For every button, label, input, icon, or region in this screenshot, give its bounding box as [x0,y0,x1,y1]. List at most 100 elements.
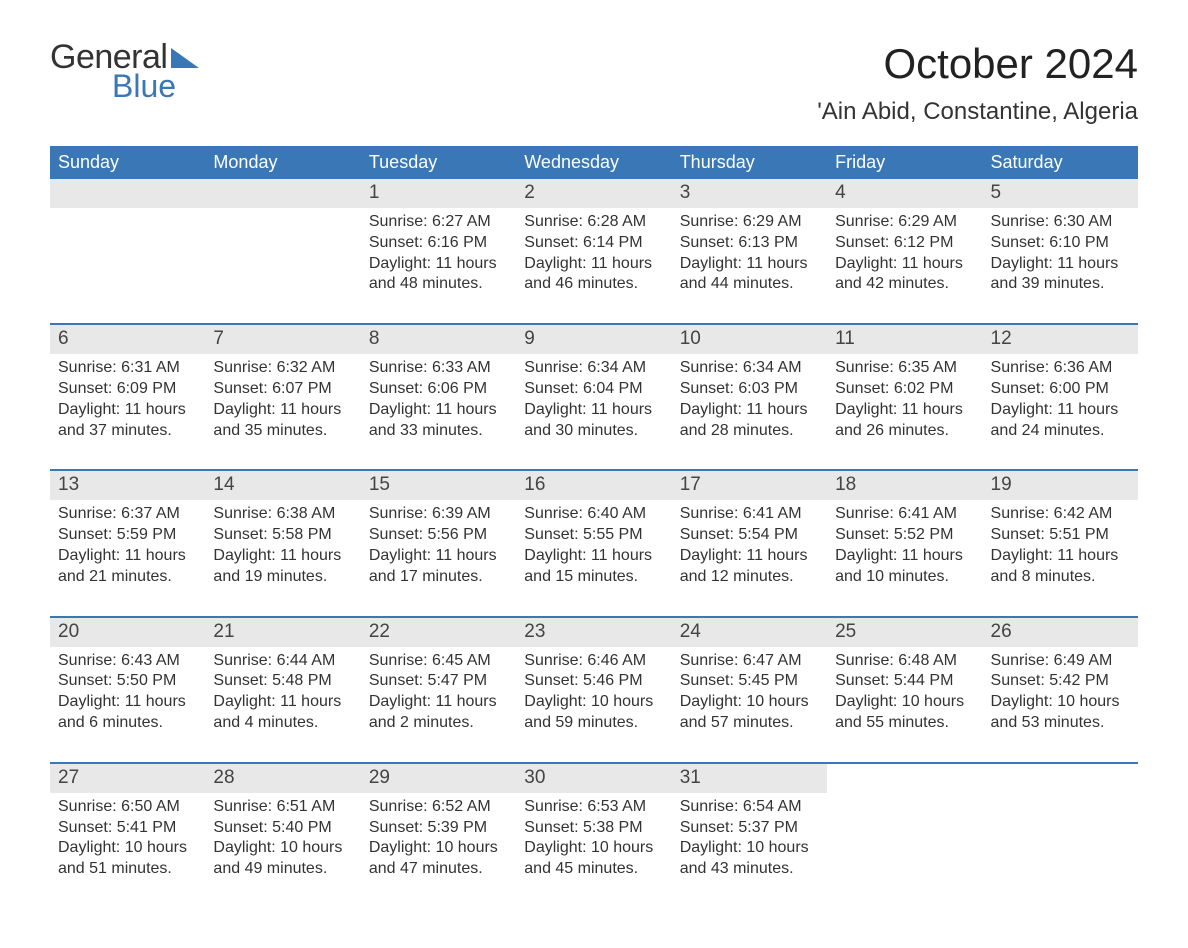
sunrise-text: Sunrise: 6:46 AM [524,651,663,672]
week-row: 1Sunrise: 6:27 AMSunset: 6:16 PMDaylight… [50,179,1138,323]
weekday-header: Monday [205,146,360,179]
day-number: 22 [361,618,516,647]
day-number: 8 [361,325,516,354]
sunrise-text: Sunrise: 6:54 AM [680,797,819,818]
day-cell: 10Sunrise: 6:34 AMSunset: 6:03 PMDayligh… [672,325,827,469]
daylight-text: Daylight: 11 hours and 19 minutes. [213,546,352,588]
daylight-text: Daylight: 10 hours and 51 minutes. [58,838,197,880]
day-number: 7 [205,325,360,354]
day-number [827,764,982,793]
day-cell: 23Sunrise: 6:46 AMSunset: 5:46 PMDayligh… [516,618,671,762]
sunset-text: Sunset: 5:45 PM [680,671,819,692]
day-body: Sunrise: 6:45 AMSunset: 5:47 PMDaylight:… [361,647,516,734]
day-number: 25 [827,618,982,647]
daylight-text: Daylight: 11 hours and 42 minutes. [835,254,974,296]
day-cell: 27Sunrise: 6:50 AMSunset: 5:41 PMDayligh… [50,764,205,908]
sunrise-text: Sunrise: 6:48 AM [835,651,974,672]
day-body: Sunrise: 6:44 AMSunset: 5:48 PMDaylight:… [205,647,360,734]
day-body: Sunrise: 6:35 AMSunset: 6:02 PMDaylight:… [827,354,982,441]
sunset-text: Sunset: 5:52 PM [835,525,974,546]
sunset-text: Sunset: 6:02 PM [835,379,974,400]
day-number [205,179,360,208]
week-row: 13Sunrise: 6:37 AMSunset: 5:59 PMDayligh… [50,469,1138,615]
day-body: Sunrise: 6:27 AMSunset: 6:16 PMDaylight:… [361,208,516,295]
day-body: Sunrise: 6:42 AMSunset: 5:51 PMDaylight:… [983,500,1138,587]
weekday-header: Sunday [50,146,205,179]
weekday-header: Saturday [983,146,1138,179]
day-cell: 5Sunrise: 6:30 AMSunset: 6:10 PMDaylight… [983,179,1138,323]
day-cell [983,764,1138,908]
day-body: Sunrise: 6:32 AMSunset: 6:07 PMDaylight:… [205,354,360,441]
sunrise-text: Sunrise: 6:29 AM [835,212,974,233]
day-number: 15 [361,471,516,500]
day-body: Sunrise: 6:31 AMSunset: 6:09 PMDaylight:… [50,354,205,441]
sunset-text: Sunset: 6:00 PM [991,379,1130,400]
day-cell: 24Sunrise: 6:47 AMSunset: 5:45 PMDayligh… [672,618,827,762]
day-number: 20 [50,618,205,647]
brand-logo: General Blue [50,40,199,102]
day-cell [50,179,205,323]
sunrise-text: Sunrise: 6:52 AM [369,797,508,818]
sunset-text: Sunset: 5:47 PM [369,671,508,692]
day-cell: 15Sunrise: 6:39 AMSunset: 5:56 PMDayligh… [361,471,516,615]
daylight-text: Daylight: 11 hours and 28 minutes. [680,400,819,442]
sunset-text: Sunset: 6:06 PM [369,379,508,400]
day-number: 29 [361,764,516,793]
day-number: 31 [672,764,827,793]
day-cell: 2Sunrise: 6:28 AMSunset: 6:14 PMDaylight… [516,179,671,323]
day-body: Sunrise: 6:50 AMSunset: 5:41 PMDaylight:… [50,793,205,880]
daylight-text: Daylight: 11 hours and 15 minutes. [524,546,663,588]
daylight-text: Daylight: 10 hours and 49 minutes. [213,838,352,880]
day-body: Sunrise: 6:29 AMSunset: 6:13 PMDaylight:… [672,208,827,295]
daylight-text: Daylight: 11 hours and 6 minutes. [58,692,197,734]
sunset-text: Sunset: 5:42 PM [991,671,1130,692]
day-number: 21 [205,618,360,647]
sunrise-text: Sunrise: 6:39 AM [369,504,508,525]
daylight-text: Daylight: 11 hours and 33 minutes. [369,400,508,442]
daylight-text: Daylight: 11 hours and 8 minutes. [991,546,1130,588]
daylight-text: Daylight: 11 hours and 37 minutes. [58,400,197,442]
day-number: 24 [672,618,827,647]
day-number: 30 [516,764,671,793]
day-number: 2 [516,179,671,208]
sunrise-text: Sunrise: 6:47 AM [680,651,819,672]
week-row: 27Sunrise: 6:50 AMSunset: 5:41 PMDayligh… [50,762,1138,908]
day-body: Sunrise: 6:43 AMSunset: 5:50 PMDaylight:… [50,647,205,734]
sunrise-text: Sunrise: 6:32 AM [213,358,352,379]
sunset-text: Sunset: 5:37 PM [680,818,819,839]
day-body: Sunrise: 6:47 AMSunset: 5:45 PMDaylight:… [672,647,827,734]
day-cell: 9Sunrise: 6:34 AMSunset: 6:04 PMDaylight… [516,325,671,469]
sunrise-text: Sunrise: 6:43 AM [58,651,197,672]
day-number [983,764,1138,793]
month-title: October 2024 [817,40,1138,88]
sunset-text: Sunset: 5:46 PM [524,671,663,692]
day-number: 17 [672,471,827,500]
weekday-header: Tuesday [361,146,516,179]
day-number: 28 [205,764,360,793]
day-cell: 19Sunrise: 6:42 AMSunset: 5:51 PMDayligh… [983,471,1138,615]
sunrise-text: Sunrise: 6:45 AM [369,651,508,672]
sunset-text: Sunset: 6:14 PM [524,233,663,254]
daylight-text: Daylight: 11 hours and 4 minutes. [213,692,352,734]
day-number: 6 [50,325,205,354]
day-number: 14 [205,471,360,500]
day-cell: 12Sunrise: 6:36 AMSunset: 6:00 PMDayligh… [983,325,1138,469]
sunrise-text: Sunrise: 6:29 AM [680,212,819,233]
day-number: 27 [50,764,205,793]
day-number: 13 [50,471,205,500]
sunrise-text: Sunrise: 6:41 AM [835,504,974,525]
sunset-text: Sunset: 6:13 PM [680,233,819,254]
sunset-text: Sunset: 6:16 PM [369,233,508,254]
logo-triangle-icon [171,48,199,68]
day-cell: 16Sunrise: 6:40 AMSunset: 5:55 PMDayligh… [516,471,671,615]
sunrise-text: Sunrise: 6:31 AM [58,358,197,379]
daylight-text: Daylight: 10 hours and 55 minutes. [835,692,974,734]
daylight-text: Daylight: 11 hours and 24 minutes. [991,400,1130,442]
day-body [827,793,982,797]
sunrise-text: Sunrise: 6:53 AM [524,797,663,818]
sunset-text: Sunset: 5:44 PM [835,671,974,692]
daylight-text: Daylight: 10 hours and 45 minutes. [524,838,663,880]
day-cell: 8Sunrise: 6:33 AMSunset: 6:06 PMDaylight… [361,325,516,469]
day-cell: 25 Sunrise: 6:48 AMSunset: 5:44 PMDayligh… [827,618,982,762]
day-number: 5 [983,179,1138,208]
